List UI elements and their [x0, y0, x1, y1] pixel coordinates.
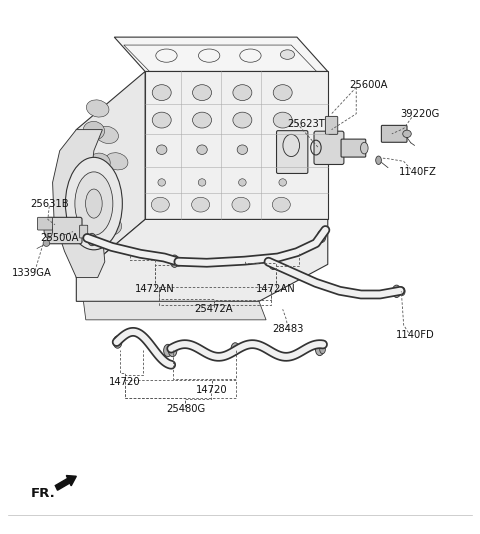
Ellipse shape: [280, 50, 295, 59]
Polygon shape: [114, 37, 328, 72]
Ellipse shape: [168, 344, 177, 357]
Ellipse shape: [85, 189, 102, 218]
Ellipse shape: [164, 344, 172, 357]
Ellipse shape: [75, 172, 113, 235]
Ellipse shape: [233, 85, 252, 100]
Text: 1472AN: 1472AN: [256, 284, 296, 294]
Ellipse shape: [152, 85, 171, 100]
Polygon shape: [84, 301, 266, 320]
Text: 14720: 14720: [109, 377, 141, 387]
Ellipse shape: [273, 112, 292, 128]
Polygon shape: [76, 72, 145, 278]
Text: FR.: FR.: [30, 486, 55, 500]
Text: 25600A: 25600A: [349, 80, 387, 90]
Ellipse shape: [89, 153, 110, 171]
Ellipse shape: [44, 223, 53, 238]
FancyBboxPatch shape: [382, 125, 407, 142]
Ellipse shape: [403, 130, 411, 138]
FancyBboxPatch shape: [80, 225, 88, 238]
Text: 1339GA: 1339GA: [12, 269, 52, 278]
Ellipse shape: [239, 179, 246, 186]
Text: 25472A: 25472A: [194, 304, 233, 315]
Ellipse shape: [88, 233, 96, 246]
Ellipse shape: [100, 216, 121, 235]
Ellipse shape: [272, 197, 290, 212]
Ellipse shape: [231, 343, 240, 355]
Ellipse shape: [156, 145, 167, 154]
Ellipse shape: [65, 158, 122, 250]
Ellipse shape: [376, 156, 382, 164]
FancyBboxPatch shape: [341, 139, 366, 157]
Polygon shape: [145, 72, 328, 219]
Ellipse shape: [232, 197, 250, 212]
FancyBboxPatch shape: [48, 217, 82, 244]
Text: 1140FZ: 1140FZ: [399, 167, 437, 177]
Polygon shape: [53, 130, 105, 278]
Ellipse shape: [152, 112, 171, 128]
Ellipse shape: [192, 112, 212, 128]
Text: 39220G: 39220G: [401, 109, 440, 119]
FancyBboxPatch shape: [37, 217, 53, 230]
FancyArrow shape: [55, 476, 76, 490]
Ellipse shape: [399, 287, 405, 295]
Ellipse shape: [158, 179, 166, 186]
Text: 1140FD: 1140FD: [396, 329, 435, 340]
Text: 1472AN: 1472AN: [135, 284, 174, 294]
Ellipse shape: [83, 121, 105, 140]
Text: 25500A: 25500A: [40, 233, 79, 243]
Ellipse shape: [95, 185, 116, 203]
FancyBboxPatch shape: [314, 131, 344, 164]
Text: 25631B: 25631B: [30, 199, 69, 209]
Text: 25480G: 25480G: [166, 404, 205, 414]
Ellipse shape: [233, 112, 252, 128]
Ellipse shape: [320, 345, 325, 354]
Ellipse shape: [198, 179, 206, 186]
Ellipse shape: [360, 142, 368, 154]
Ellipse shape: [91, 182, 114, 199]
FancyBboxPatch shape: [276, 131, 308, 174]
Ellipse shape: [113, 336, 122, 348]
Ellipse shape: [315, 343, 324, 356]
Ellipse shape: [279, 179, 287, 186]
Ellipse shape: [237, 145, 248, 154]
Text: 28483: 28483: [272, 324, 303, 334]
Ellipse shape: [317, 230, 326, 242]
Ellipse shape: [197, 145, 207, 154]
Ellipse shape: [96, 126, 119, 144]
FancyBboxPatch shape: [325, 116, 338, 135]
Ellipse shape: [392, 285, 401, 297]
Ellipse shape: [277, 145, 288, 154]
Ellipse shape: [86, 100, 109, 117]
Ellipse shape: [192, 85, 212, 100]
Ellipse shape: [43, 240, 50, 246]
Ellipse shape: [151, 197, 169, 212]
Ellipse shape: [192, 197, 210, 212]
Text: 25623T: 25623T: [288, 119, 325, 129]
Text: 14720: 14720: [196, 384, 228, 395]
Polygon shape: [76, 219, 328, 301]
Ellipse shape: [105, 153, 128, 170]
Ellipse shape: [269, 257, 277, 270]
Ellipse shape: [170, 255, 179, 268]
Ellipse shape: [273, 85, 292, 100]
